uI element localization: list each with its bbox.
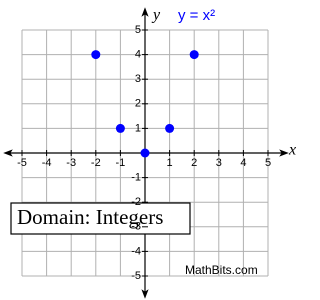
y-axis-label: y — [151, 7, 161, 24]
chart: x y y = x² Domain: Integers MathBits.com… — [3, 7, 296, 299]
y-tick-label: 3 — [135, 73, 141, 85]
x-tick-label: 3 — [216, 157, 222, 169]
x-tick-label: -5 — [17, 157, 27, 169]
y-tick-label: -3 — [131, 221, 141, 233]
credit: MathBits.com — [185, 263, 258, 277]
y-tick-label: 5 — [135, 24, 141, 36]
y-tick-label: 2 — [135, 98, 141, 110]
y-tick-label: -2 — [131, 196, 141, 208]
x-tick-label: -1 — [116, 157, 126, 169]
x-tick-label: 1 — [167, 157, 173, 169]
x-tick-label: -2 — [91, 157, 101, 169]
y-tick-label: -5 — [131, 270, 141, 282]
x-tick-label: 2 — [191, 157, 197, 169]
point — [165, 123, 175, 133]
chart-title: y = x² — [178, 7, 215, 24]
point — [189, 50, 199, 60]
point — [115, 123, 125, 133]
x-axis-label: x — [288, 142, 296, 159]
x-tick-label: -3 — [66, 157, 76, 169]
x-tick-label: -4 — [42, 157, 52, 169]
point — [91, 50, 101, 60]
y-tick-label: 4 — [135, 49, 141, 61]
y-tick-label: 1 — [135, 122, 141, 134]
annotation: Domain: Integers — [17, 205, 163, 229]
y-tick-label: -1 — [131, 172, 141, 184]
point — [140, 148, 150, 158]
y-tick-label: -4 — [131, 245, 141, 257]
x-tick-label: 5 — [265, 157, 271, 169]
x-tick-label: 4 — [240, 157, 246, 169]
annotation-box — [10, 202, 191, 235]
